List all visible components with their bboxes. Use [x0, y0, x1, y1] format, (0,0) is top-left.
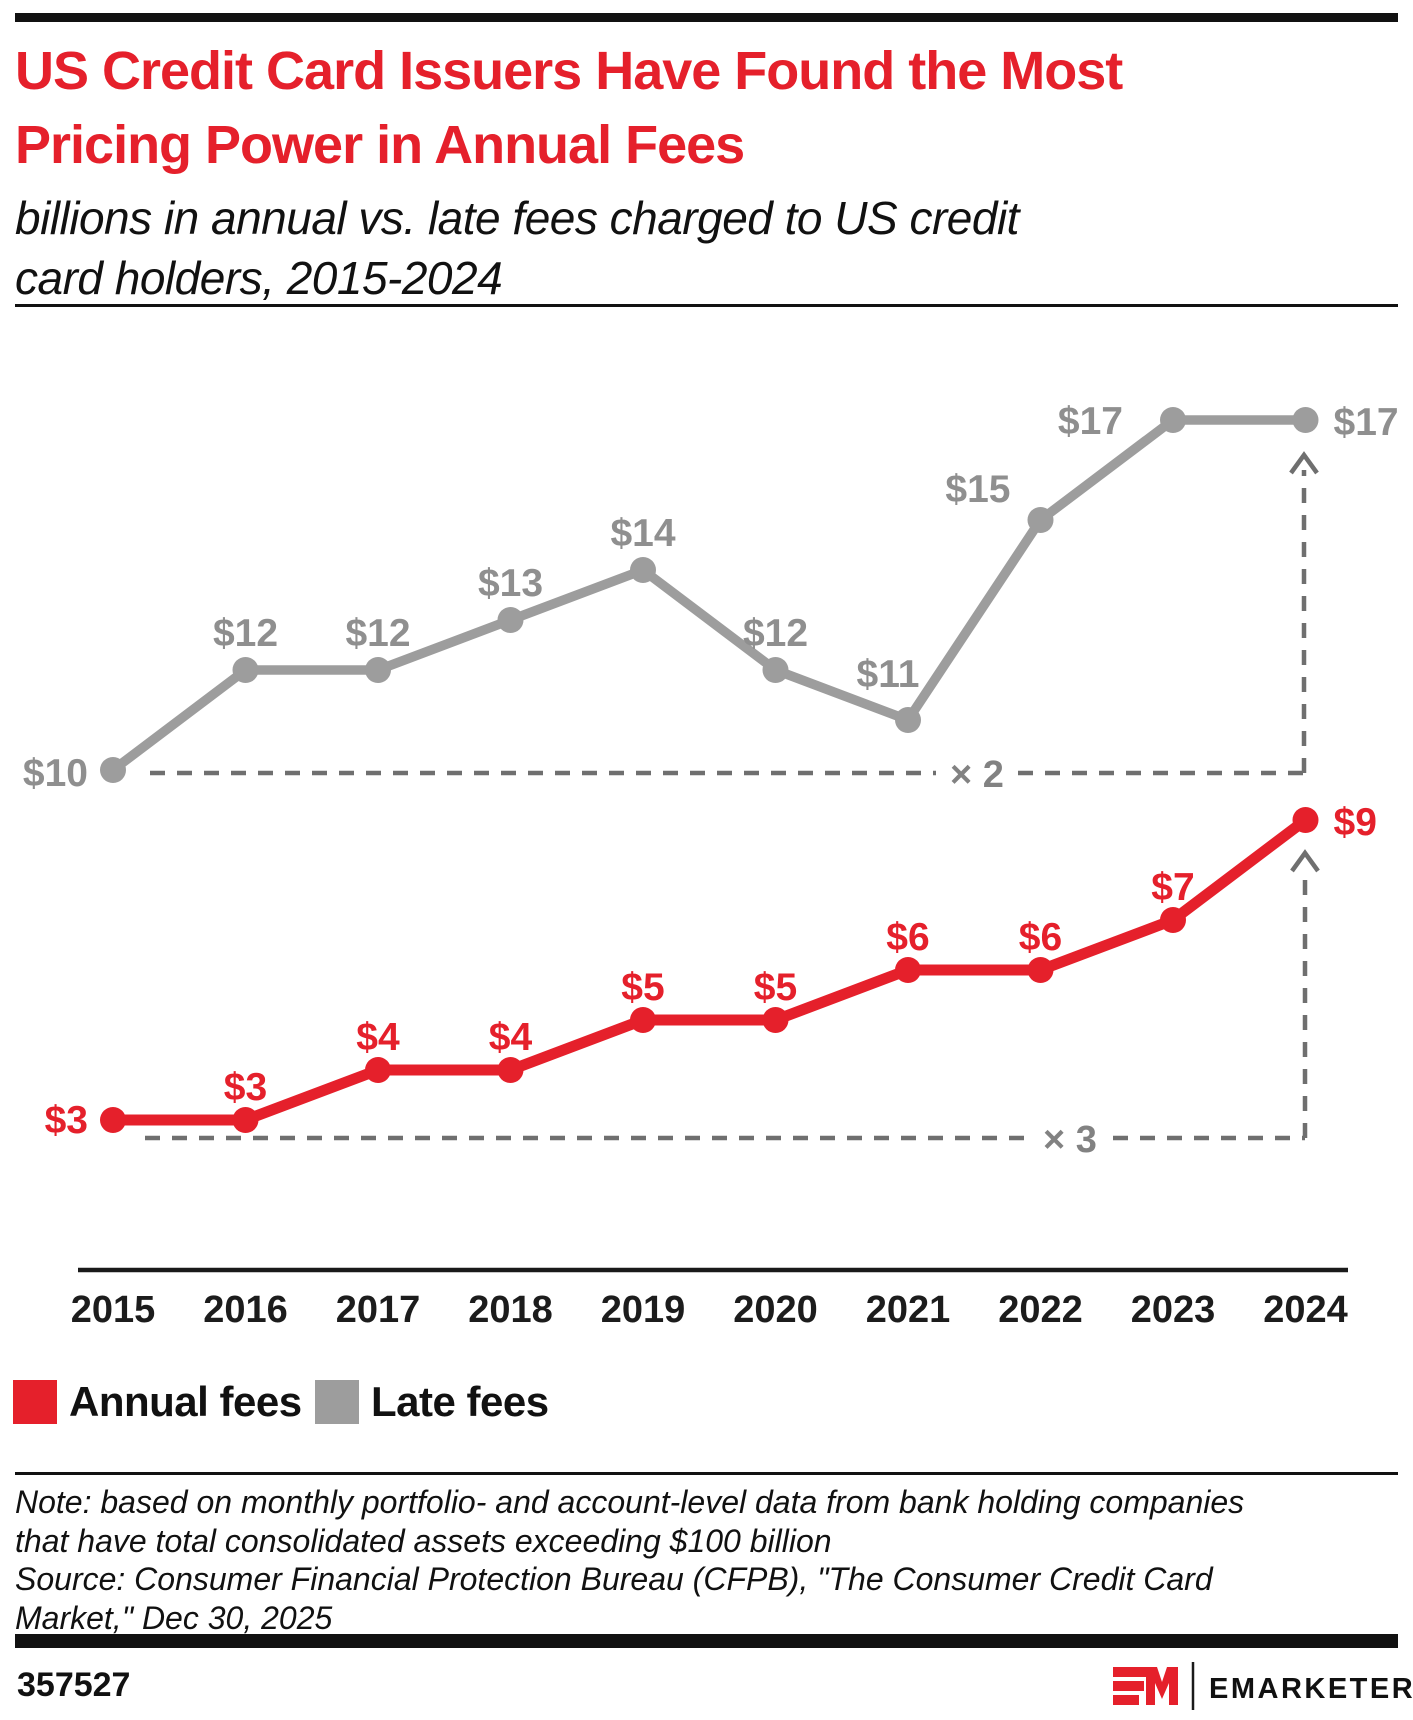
x-axis-tick-label: 2020	[733, 1289, 818, 1331]
x-axis-tick-label: 2023	[1131, 1289, 1216, 1331]
annual_fees-value-label: $9	[1334, 801, 1377, 844]
annual_fees-value-label: $7	[1151, 866, 1194, 909]
late_fees-point-2023	[1160, 407, 1186, 433]
annual_fees-value-label: $4	[489, 1016, 533, 1059]
page-title: US Credit Card Issuers Have Found the Mo…	[15, 34, 1398, 182]
late-fees-swatch	[315, 1380, 359, 1424]
source-line-1: Source: Consumer Financial Protection Bu…	[15, 1561, 1213, 1597]
annual_fees-point-2022	[1027, 957, 1054, 983]
late_fees-value-label: $12	[345, 612, 410, 655]
annual_fees-point-2017	[365, 1057, 391, 1083]
annual_fees-point-2024	[1292, 807, 1319, 833]
arrowhead-up-icon	[1289, 451, 1319, 475]
annual_fees-value-label: $5	[754, 966, 797, 1009]
annual_fees-value-label: $5	[621, 966, 664, 1009]
annual_fees-point-2020	[762, 1007, 789, 1033]
annual_fees-value-label: $4	[356, 1016, 400, 1059]
late_fees-point-2017	[365, 657, 391, 683]
x-axis-tick-label: 2022	[998, 1289, 1083, 1331]
x-axis-tick-label: 2021	[866, 1289, 951, 1331]
annual_fees-point-2018	[497, 1057, 524, 1083]
late_fees-value-label: $14	[610, 512, 675, 555]
late_fees-point-2015	[100, 757, 126, 783]
top-accent-bar	[15, 13, 1398, 22]
annual_fees-point-2016	[232, 1107, 259, 1133]
x-axis-tick-label: 2017	[336, 1289, 421, 1331]
page-subtitle: billions in annual vs. late fees charged…	[15, 188, 1398, 308]
title-line-1: US Credit Card Issuers Have Found the Mo…	[15, 41, 1123, 101]
late_fees-value-label: $15	[945, 468, 1010, 511]
annual-fees-swatch	[13, 1380, 57, 1424]
late_fees-value-label: $10	[23, 752, 88, 795]
arrowhead-up-icon	[1290, 849, 1320, 873]
late_fees-value-label: $12	[213, 612, 278, 655]
annual_fees-point-2021	[895, 957, 921, 983]
multiplier-label: × 3	[1043, 1119, 1097, 1161]
late_fees-point-2020	[762, 657, 789, 683]
note-line-2: that have total consolidated assets exce…	[15, 1522, 832, 1559]
chart-id: 357527	[17, 1666, 131, 1704]
legend-item-annual-fees: Annual fees	[13, 1378, 302, 1425]
multiplier-label: × 2	[950, 754, 1004, 796]
em-monogram-icon	[1113, 1667, 1178, 1705]
late_fees-value-label: $11	[857, 653, 920, 696]
title-line-2: Pricing Power in Annual Fees	[15, 115, 745, 175]
notes-divider	[15, 1472, 1398, 1475]
annual_fees-value-label: $6	[886, 916, 929, 959]
legend-label-annual-fees: Annual fees	[69, 1378, 302, 1425]
late_fees-value-label: $13	[478, 562, 543, 605]
legend-label-late-fees: Late fees	[371, 1378, 549, 1425]
late_fees-point-2024	[1292, 407, 1319, 433]
late_fees-point-2019	[630, 557, 656, 583]
subtitle-line-1: billions in annual vs. late fees charged…	[15, 192, 1019, 244]
late_fees-point-2018	[497, 607, 524, 633]
x-axis-tick-label: 2019	[601, 1289, 686, 1331]
x-axis-tick-label: 2018	[468, 1289, 553, 1331]
note-source-block: Note: based on monthly portfolio- and ac…	[15, 1483, 1398, 1637]
x-axis-tick-label: 2024	[1263, 1289, 1348, 1331]
annual_fees-line	[113, 815, 1309, 1126]
emarketer-logo-icon	[1113, 1662, 1195, 1710]
late_fees-point-2022	[1027, 507, 1054, 533]
late_fees-point-2016	[232, 657, 259, 683]
late_fees-line	[110, 415, 1306, 774]
annual_fees-value-label: $3	[45, 1099, 88, 1142]
late_fees-point-2021	[895, 707, 921, 733]
brand-name: EMARKETER	[1209, 1673, 1413, 1705]
x-axis-tick-label: 2016	[203, 1289, 288, 1331]
late_fees-value-label: $12	[743, 612, 808, 655]
annual_fees-point-2023	[1160, 907, 1186, 933]
late_fees-value-label: $17	[1334, 401, 1399, 444]
annual_fees-point-2019	[630, 1007, 656, 1033]
note-line-1: Note: based on monthly portfolio- and ac…	[15, 1484, 1245, 1520]
x-axis-tick-label: 2015	[71, 1289, 156, 1331]
subtitle-line-2: card holders, 2015-2024	[15, 252, 503, 304]
annual_fees-value-label: $6	[1019, 916, 1062, 959]
legend-item-late-fees: Late fees	[315, 1378, 549, 1425]
footer-divider-bar	[15, 1634, 1398, 1648]
annual_fees-point-2015	[100, 1107, 126, 1133]
source-line-2: Market," Dec 30, 2025	[15, 1599, 333, 1636]
annual_fees-value-label: $3	[224, 1066, 267, 1109]
header-divider	[15, 304, 1398, 307]
late_fees-value-label: $17	[1058, 400, 1123, 443]
